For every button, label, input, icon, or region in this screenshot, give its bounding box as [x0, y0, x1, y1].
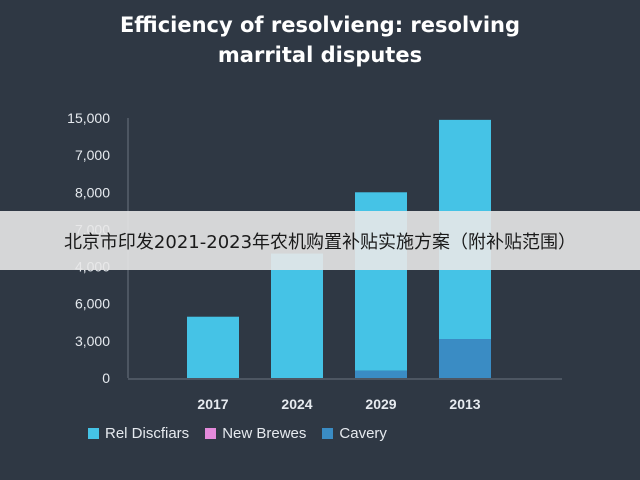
bar-rel-discfiars: [187, 316, 239, 378]
x-tick-label: 2024: [281, 396, 312, 412]
legend-item: Rel Discfiars: [88, 425, 189, 442]
chart-title-line-1: Efficiency of resolvieng: resolving: [119, 13, 521, 37]
legend-label: New Brewes: [222, 425, 307, 442]
chart-title-line-2: marrital disputes: [217, 43, 423, 67]
y-tick-label: 6,000: [75, 296, 110, 312]
legend-label: Rel Discfiars: [105, 425, 190, 442]
legend-label: Cavery: [339, 425, 387, 442]
bar-cavery: [355, 370, 407, 378]
x-tick-label: 2017: [197, 396, 228, 412]
bar-rel-discfiars: [271, 253, 323, 378]
legend-item: Cavery: [322, 425, 387, 442]
x-tick-label: 2029: [365, 396, 396, 412]
y-tick-label: 0: [102, 370, 110, 386]
chart-legend: Rel Discfiars New Brewes Cavery: [88, 425, 387, 442]
y-tick-label: 8,000: [75, 184, 110, 200]
overlay-banner: 北京市印发2021-2023年农机购置补贴实施方案（附补贴范围）: [0, 211, 640, 270]
legend-item: New Brewes: [205, 425, 306, 442]
overlay-banner-text: 北京市印发2021-2023年农机购置补贴实施方案（附补贴范围）: [63, 231, 577, 253]
legend-swatch: [322, 428, 334, 439]
bar-cavery: [439, 339, 491, 378]
legend-swatch: [205, 428, 217, 439]
y-tick-label: 7,000: [75, 147, 110, 163]
x-tick-label: 2013: [449, 396, 480, 412]
legend-swatch: [88, 428, 99, 439]
y-tick-label: 3,000: [75, 333, 110, 349]
y-tick-label: 15,000: [67, 110, 110, 126]
chart-title: Efficiency of resolvieng: resolving marr…: [0, 10, 640, 70]
